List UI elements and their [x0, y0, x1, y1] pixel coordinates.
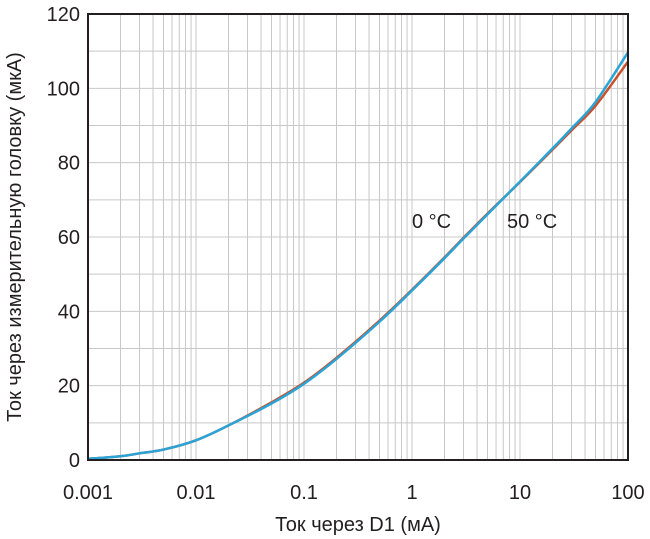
annotation-0c: 0 °C: [412, 211, 451, 233]
y-tick-label: 20: [58, 376, 80, 398]
y-tick-label: 120: [47, 4, 80, 26]
x-tick-label: 0.01: [177, 482, 216, 504]
plot-frame: [87, 13, 629, 461]
grid: [88, 14, 628, 460]
x-axis-title: Ток через D1 (мА): [275, 514, 441, 536]
x-tick-label: 100: [611, 482, 644, 504]
x-tick-label: 10: [509, 482, 531, 504]
y-tick-label: 100: [47, 78, 80, 100]
annotation-50c: 50 °C: [507, 211, 557, 233]
y-tick-labels: 0 20 40 60 80 100 120: [47, 4, 80, 472]
y-tick-label: 80: [58, 153, 80, 175]
y-axis-title: Ток через измерительную головку (мкА): [4, 52, 26, 422]
x-tick-labels: 0.001 0.01 0.1 1 10 100: [63, 482, 645, 504]
y-tick-label: 0: [69, 450, 80, 472]
series-line-0c: [87, 60, 630, 461]
y-tick-label: 40: [58, 301, 80, 323]
x-tick-label: 1: [406, 482, 417, 504]
x-tick-label: 0.1: [290, 482, 318, 504]
x-tick-label: 0.001: [63, 482, 113, 504]
y-tick-label: 60: [58, 227, 80, 249]
series-line-50c: [87, 51, 630, 461]
series-group: [87, 51, 630, 461]
